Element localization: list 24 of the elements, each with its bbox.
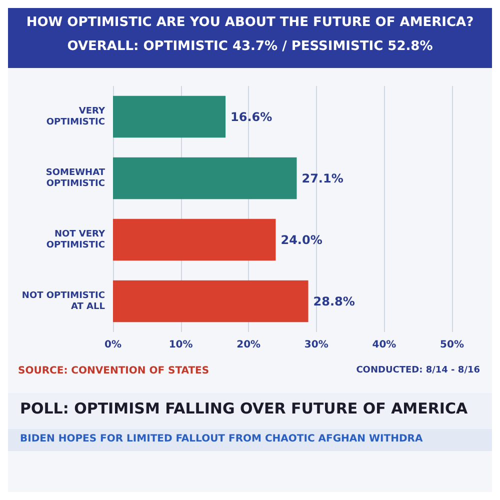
source-note: SOURCE: CONVENTION OF STATES bbox=[18, 366, 210, 376]
bar bbox=[113, 218, 276, 261]
data-label: 27.1% bbox=[302, 171, 344, 186]
data-label: 16.6% bbox=[230, 110, 272, 124]
x-tick-label: 10% bbox=[168, 340, 193, 350]
x-tick-label: 0% bbox=[104, 340, 122, 350]
text: BIDEN HOPES FOR LIMITED FALLOUT FROM CHAOTIC AFGHAN WITHDRA bbox=[20, 434, 423, 444]
text: POLL: OPTIMISM FALLING OVER FUTURE OF AMERICA bbox=[20, 400, 468, 418]
x-tick-label: 30% bbox=[304, 340, 328, 350]
x-tick-label: 20% bbox=[236, 340, 261, 350]
y-tick-label: NOT VERY OPTIMISTIC bbox=[46, 229, 106, 250]
data-label: 24.0% bbox=[280, 232, 322, 247]
y-tick-label: VERY OPTIMISTIC bbox=[46, 106, 106, 128]
bar bbox=[113, 96, 226, 138]
bar bbox=[113, 157, 297, 200]
data-label: 28.8% bbox=[313, 294, 355, 308]
x-tick-label: 50% bbox=[440, 340, 464, 350]
y-tick-label: SOMEWHAT OPTIMISTIC bbox=[46, 168, 106, 189]
y-tick-label: NOT OPTIMISTIC AT ALL bbox=[22, 290, 106, 312]
chart-subtitle: OVERALL: OPTIMISTIC 43.7% / PESSIMISTIC 52.8% bbox=[67, 39, 433, 54]
text: CONDUCTED: 8/14 - 8/16 bbox=[356, 366, 480, 376]
chart-title: HOW OPTIMISTIC ARE YOU ABOUT THE FUTURE OF AMERICA? bbox=[26, 15, 474, 30]
x-tick-label: 40% bbox=[372, 340, 396, 350]
bar bbox=[113, 280, 308, 322]
